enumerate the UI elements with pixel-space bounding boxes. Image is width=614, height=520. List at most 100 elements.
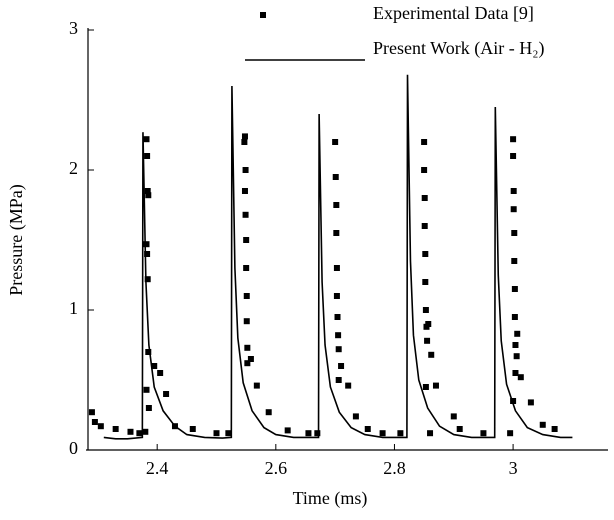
data-point [314,430,321,437]
data-point [512,342,519,348]
x-tick-label: 2.4 [146,458,169,478]
data-point [244,344,251,351]
data-point [513,353,520,360]
y-tick-label: 1 [69,298,78,318]
y-tick-label: 3 [69,18,78,38]
data-point [511,286,518,292]
data-point [241,139,248,145]
data-point [144,153,151,159]
data-point [456,426,463,432]
data-point [514,330,521,337]
data-point [511,258,518,264]
data-point [510,153,517,159]
data-point [244,360,251,367]
y-tick-label: 0 [69,438,78,458]
data-point [225,430,232,437]
data-point [332,174,339,180]
data-point [338,363,345,369]
data-point [91,419,98,425]
data-point [333,293,340,299]
data-point [334,314,341,320]
data-point [243,265,250,271]
legend-marker [260,12,266,18]
data-point [345,382,352,389]
data-point [527,399,534,406]
data-point [510,188,517,194]
data-point [539,421,546,428]
legend-label: Present Work (Air - H₂) [373,38,544,59]
data-point [242,167,249,173]
data-point [144,276,151,283]
data-point [143,241,150,248]
data-point [421,223,428,229]
data-point [143,386,150,393]
data-point [142,428,149,435]
data-point [427,430,434,437]
data-point [157,370,164,376]
data-point [379,430,386,437]
data-point [510,136,517,143]
x-tick-label: 2.6 [265,458,288,478]
data-point [511,230,518,236]
data-point [428,351,435,358]
data-point [510,206,517,213]
data-point [144,251,151,257]
data-line [103,74,573,440]
data-point [421,139,428,145]
data-point [422,251,429,257]
data-point [242,211,249,218]
data-point [253,382,260,389]
data-point [432,382,439,389]
data-point [480,430,487,437]
data-point [265,409,272,416]
data-point [507,430,514,437]
data-point [144,188,151,194]
data-point [145,192,152,199]
data-point [213,430,220,437]
data-point [136,430,143,437]
data-point [88,409,95,416]
data-point [333,230,340,236]
data-point [247,356,254,362]
data-point [422,384,429,390]
x-tick-label: 3 [509,458,518,478]
x-tick-label: 2.8 [383,458,406,478]
data-point [243,237,250,243]
data-point [243,318,250,325]
y-axis-label: Pressure (MPa) [6,184,27,295]
data-point [425,321,432,327]
data-point [243,293,250,299]
data-point [151,363,158,369]
data-point [517,374,524,381]
data-point [241,133,248,140]
data-point [512,370,519,376]
data-point [145,405,152,411]
data-point [241,188,248,194]
data-point [450,413,457,420]
data-point [97,423,104,430]
legend-label: Experimental Data [9] [373,3,534,23]
data-point [397,430,404,437]
data-point [163,391,170,397]
data-point [352,413,359,420]
data-point [335,377,342,383]
data-point [424,337,431,344]
x-axis-label: Time (ms) [293,488,368,509]
data-point [112,426,119,432]
data-point [284,427,291,434]
data-point [127,428,134,435]
data-point [364,426,371,432]
data-point [421,195,428,201]
data-point [305,430,312,437]
data-point [145,349,152,355]
data-point [422,279,429,285]
data-point [335,346,342,353]
data-point [421,167,428,173]
data-point [143,136,150,143]
data-point [511,314,518,320]
data-point [551,426,558,432]
data-point [510,398,517,404]
y-tick-label: 2 [69,158,78,178]
